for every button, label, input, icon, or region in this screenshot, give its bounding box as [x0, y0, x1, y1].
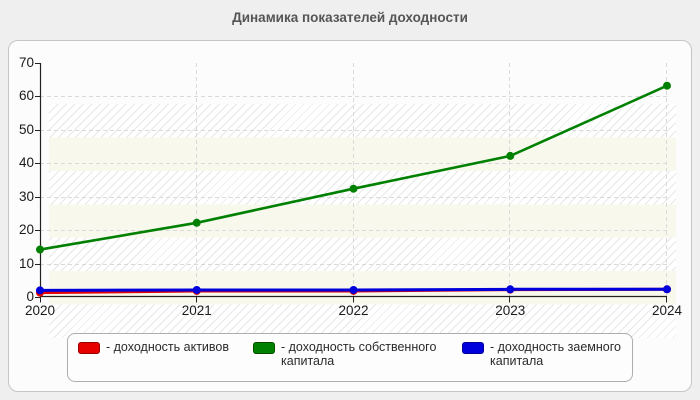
legend-item-label: - доходность активов: [106, 340, 229, 354]
y-tick-label: 30: [18, 188, 34, 204]
x-tick-label: 2023: [495, 303, 526, 318]
legend-swatch-red: [78, 342, 100, 354]
data-point-marker: [36, 286, 44, 295]
legend-item-dohodnost-sobstvennogo-kapitala: - доходность собственного капитала: [253, 340, 456, 368]
legend-item-dohodnost-aktivov: - доходность активов: [78, 340, 229, 354]
y-tick-label: 10: [18, 255, 34, 271]
x-tick-label: 2022: [338, 303, 369, 318]
data-point-marker: [349, 285, 358, 294]
y-tick-label: 60: [18, 88, 34, 104]
legend-item-dohodnost-zaemnogo-kapitala: - доходность заемного капитала: [462, 340, 648, 368]
legend: - доходность активов - доходность собств…: [67, 333, 633, 382]
y-tick-label: 40: [18, 155, 34, 171]
data-point-marker: [192, 285, 201, 294]
data-point-marker: [663, 285, 671, 294]
legend-item-label: - доходность заемного капитала: [490, 340, 621, 368]
chart-panel: [8, 40, 692, 392]
x-tick-label: 2024: [651, 303, 683, 318]
data-point-marker: [506, 151, 515, 160]
chart-title: Динамика показателей доходности: [232, 10, 468, 25]
y-tick-label: 20: [18, 222, 34, 238]
plot-area: [49, 104, 676, 338]
x-tick-label: 2020: [24, 303, 56, 318]
plot-svg: [35, 63, 671, 303]
legend-swatch-blue: [462, 342, 484, 354]
legend-item-label: - доходность собственного капитала: [281, 340, 437, 368]
y-tick-label: 70: [18, 55, 34, 70]
y-tick-label: 0: [26, 289, 34, 304]
y-tick-label: 50: [18, 121, 34, 137]
data-point-marker: [506, 285, 515, 294]
data-point-marker: [192, 218, 201, 227]
legend-swatch-green: [253, 342, 275, 354]
data-point-marker: [36, 245, 44, 254]
data-point-marker: [663, 81, 671, 90]
x-tick-label: 2021: [181, 303, 212, 318]
data-point-marker: [349, 184, 358, 193]
